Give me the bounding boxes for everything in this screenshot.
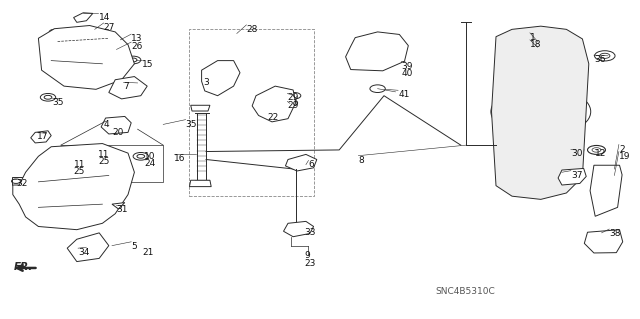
Text: 20: 20 bbox=[112, 128, 124, 137]
Bar bbox=[189, 29, 314, 196]
Text: 11: 11 bbox=[74, 160, 85, 169]
Text: 40: 40 bbox=[401, 69, 413, 78]
Text: 33: 33 bbox=[304, 228, 316, 237]
Text: 10: 10 bbox=[144, 152, 156, 161]
Text: 35: 35 bbox=[186, 120, 197, 129]
Polygon shape bbox=[189, 180, 211, 187]
Text: 38: 38 bbox=[609, 229, 621, 238]
Text: 17: 17 bbox=[37, 132, 49, 141]
Text: 19: 19 bbox=[619, 152, 630, 160]
Bar bbox=[12, 177, 29, 185]
Polygon shape bbox=[202, 61, 240, 96]
Polygon shape bbox=[67, 233, 109, 262]
Text: 26: 26 bbox=[131, 42, 143, 51]
Text: 15: 15 bbox=[142, 60, 154, 69]
Text: SNC4B5310C: SNC4B5310C bbox=[435, 287, 495, 296]
Text: 3: 3 bbox=[204, 78, 209, 86]
Text: 32: 32 bbox=[16, 179, 28, 188]
Polygon shape bbox=[590, 165, 622, 216]
Text: 2: 2 bbox=[619, 145, 625, 153]
Text: 13: 13 bbox=[131, 34, 143, 43]
Text: 23: 23 bbox=[304, 259, 316, 268]
Text: 6: 6 bbox=[308, 160, 314, 169]
Text: 29: 29 bbox=[287, 93, 299, 102]
Text: 36: 36 bbox=[594, 55, 605, 64]
Text: FR.: FR. bbox=[14, 262, 33, 271]
Text: 24: 24 bbox=[144, 160, 156, 168]
Text: 37: 37 bbox=[571, 171, 582, 180]
Text: 30: 30 bbox=[571, 149, 582, 158]
Polygon shape bbox=[492, 26, 589, 199]
Text: 39: 39 bbox=[401, 62, 413, 70]
Text: 22: 22 bbox=[268, 113, 279, 122]
Text: 25: 25 bbox=[98, 157, 109, 166]
Text: 29: 29 bbox=[287, 101, 299, 110]
Text: 25: 25 bbox=[74, 167, 85, 176]
Polygon shape bbox=[346, 32, 408, 71]
Polygon shape bbox=[109, 77, 147, 99]
Text: 7: 7 bbox=[124, 82, 129, 91]
Text: 4: 4 bbox=[104, 120, 109, 129]
Polygon shape bbox=[558, 168, 586, 185]
Polygon shape bbox=[284, 221, 314, 237]
Polygon shape bbox=[584, 230, 623, 253]
Polygon shape bbox=[74, 13, 93, 22]
Bar bbox=[61, 145, 163, 182]
Text: 9: 9 bbox=[304, 251, 310, 260]
Text: 27: 27 bbox=[104, 23, 115, 32]
Text: 31: 31 bbox=[116, 205, 128, 214]
Text: 5: 5 bbox=[131, 242, 137, 251]
Polygon shape bbox=[101, 116, 131, 134]
Polygon shape bbox=[285, 154, 317, 171]
Polygon shape bbox=[38, 26, 134, 89]
Text: 11: 11 bbox=[98, 150, 109, 159]
Text: 21: 21 bbox=[142, 248, 154, 257]
Text: 18: 18 bbox=[530, 40, 541, 49]
Polygon shape bbox=[31, 131, 51, 143]
Text: 35: 35 bbox=[52, 98, 64, 107]
Text: 14: 14 bbox=[99, 13, 111, 22]
Text: 16: 16 bbox=[174, 154, 186, 163]
Polygon shape bbox=[112, 203, 125, 209]
Text: 28: 28 bbox=[246, 25, 258, 34]
Text: 41: 41 bbox=[398, 90, 410, 99]
Polygon shape bbox=[13, 144, 134, 230]
Polygon shape bbox=[191, 105, 210, 111]
Text: 8: 8 bbox=[358, 156, 364, 165]
Text: 12: 12 bbox=[595, 149, 607, 158]
Text: 34: 34 bbox=[78, 248, 90, 257]
Polygon shape bbox=[252, 86, 296, 122]
Text: 1: 1 bbox=[530, 33, 536, 42]
